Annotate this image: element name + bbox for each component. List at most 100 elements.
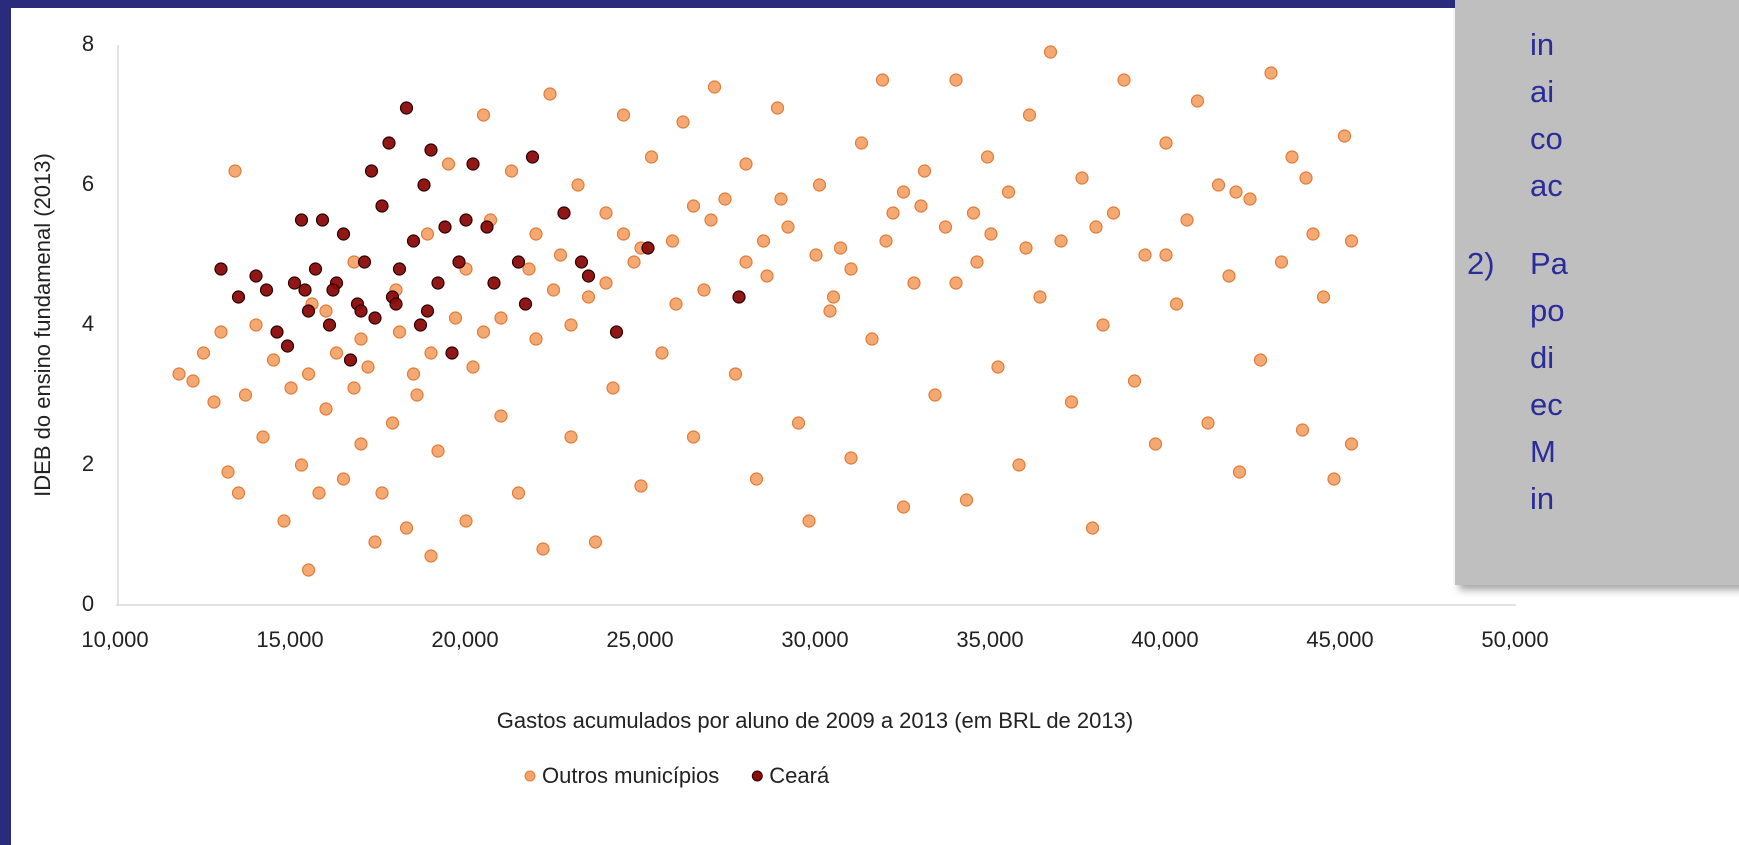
- point: [476, 325, 491, 339]
- note-line: co: [1530, 121, 1563, 156]
- point: [1229, 185, 1243, 199]
- note-line: in: [1530, 481, 1554, 516]
- point: [308, 262, 323, 276]
- point: [1232, 465, 1247, 479]
- point: [536, 542, 550, 556]
- point: [571, 178, 585, 192]
- x-tick-label: 40,000: [1131, 627, 1198, 652]
- point: [1316, 290, 1331, 304]
- point: [319, 402, 333, 416]
- point: [459, 213, 473, 227]
- point: [655, 346, 669, 360]
- point: [844, 451, 858, 465]
- point: [854, 136, 869, 150]
- point: [511, 486, 526, 500]
- point: [385, 416, 400, 430]
- point: [949, 73, 963, 87]
- note-line: Pa: [1530, 246, 1569, 281]
- x-tick-label: 30,000: [781, 627, 848, 652]
- point: [301, 563, 316, 577]
- point: [487, 276, 501, 290]
- point: [1253, 353, 1268, 367]
- point: [1243, 192, 1257, 206]
- y-axis-title: IDEB do ensino fundamenal (2013): [30, 153, 55, 497]
- side-note: in ai co ac 2) Pa po di ec M in: [1455, 0, 1739, 585]
- point: [774, 192, 788, 206]
- point: [336, 472, 351, 486]
- point: [249, 269, 263, 283]
- point: [1344, 234, 1359, 248]
- point: [207, 395, 221, 409]
- y-tick-label: 8: [82, 31, 94, 56]
- point: [627, 255, 641, 269]
- point: [480, 220, 494, 234]
- point: [809, 248, 823, 262]
- y-tick-label: 0: [82, 591, 94, 616]
- point: [420, 227, 435, 241]
- left-border: [0, 0, 11, 845]
- point: [511, 255, 526, 269]
- point: [504, 164, 519, 178]
- note-box: [1455, 0, 1739, 585]
- point: [357, 255, 372, 269]
- point: [609, 325, 624, 339]
- point: [1138, 248, 1152, 262]
- point: [420, 304, 435, 318]
- point: [406, 367, 421, 381]
- point: [280, 339, 295, 353]
- point: [970, 255, 984, 269]
- point: [518, 297, 533, 311]
- point: [354, 332, 368, 346]
- point: [322, 318, 337, 332]
- point: [326, 283, 340, 297]
- point: [413, 318, 428, 332]
- note-line: ac: [1530, 168, 1563, 203]
- point: [980, 150, 995, 164]
- point: [588, 535, 603, 549]
- point: [375, 486, 389, 500]
- point: [928, 388, 942, 402]
- point: [259, 283, 274, 297]
- point: [392, 325, 407, 339]
- point: [406, 234, 421, 248]
- point: [1106, 206, 1121, 220]
- point: [1159, 248, 1173, 262]
- legend-marker: [751, 770, 763, 782]
- point: [546, 283, 561, 297]
- point: [959, 493, 974, 507]
- point: [438, 220, 452, 234]
- point: [1327, 472, 1341, 486]
- point: [298, 283, 312, 297]
- point: [781, 220, 795, 234]
- point: [844, 262, 858, 276]
- point: [361, 360, 375, 374]
- point: [347, 381, 361, 395]
- point: [634, 479, 648, 493]
- point: [1201, 416, 1215, 430]
- point: [739, 157, 753, 171]
- point: [606, 381, 620, 395]
- point: [375, 199, 389, 213]
- note-line: ec: [1530, 387, 1563, 422]
- point: [231, 486, 246, 500]
- note-line: po: [1530, 293, 1564, 328]
- point: [354, 304, 368, 318]
- note-line: M: [1530, 434, 1556, 469]
- point: [284, 381, 298, 395]
- point: [749, 472, 764, 486]
- point: [368, 311, 382, 325]
- point: [1085, 521, 1100, 535]
- x-tick-label: 25,000: [606, 627, 673, 652]
- point: [966, 206, 981, 220]
- point: [770, 101, 785, 115]
- point: [301, 304, 316, 318]
- point: [574, 255, 589, 269]
- point: [452, 255, 466, 269]
- point: [665, 234, 680, 248]
- legend-label: Outros municípios: [542, 763, 719, 788]
- point: [270, 325, 284, 339]
- point: [812, 178, 827, 192]
- point: [641, 241, 655, 255]
- point: [1064, 395, 1079, 409]
